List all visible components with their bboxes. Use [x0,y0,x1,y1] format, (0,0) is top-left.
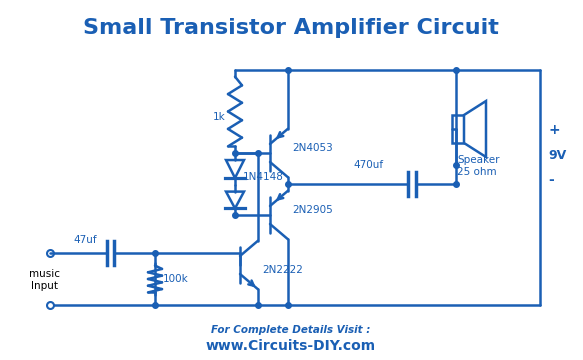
Text: music
Input: music Input [30,269,61,291]
Text: 2N2222: 2N2222 [262,265,303,275]
Text: 1k: 1k [213,112,226,122]
Text: Speaker
25 ohm: Speaker 25 ohm [457,155,500,177]
Text: For Complete Details Visit :: For Complete Details Visit : [211,325,371,335]
Text: www.Circuits-DIY.com: www.Circuits-DIY.com [206,339,376,353]
Text: -: - [548,173,554,187]
Text: 2N2905: 2N2905 [292,205,333,215]
Text: 9V: 9V [548,149,566,162]
Text: Small Transistor Amplifier Circuit: Small Transistor Amplifier Circuit [83,18,499,38]
Text: 47uf: 47uf [73,235,97,245]
Text: 100k: 100k [163,274,189,284]
Text: 2N4053: 2N4053 [292,143,333,153]
Text: +: + [548,123,560,137]
Text: 470uf: 470uf [353,160,383,170]
Bar [452,115,464,143]
Text: 1N4148: 1N4148 [243,172,284,182]
Polygon shape [464,101,486,157]
